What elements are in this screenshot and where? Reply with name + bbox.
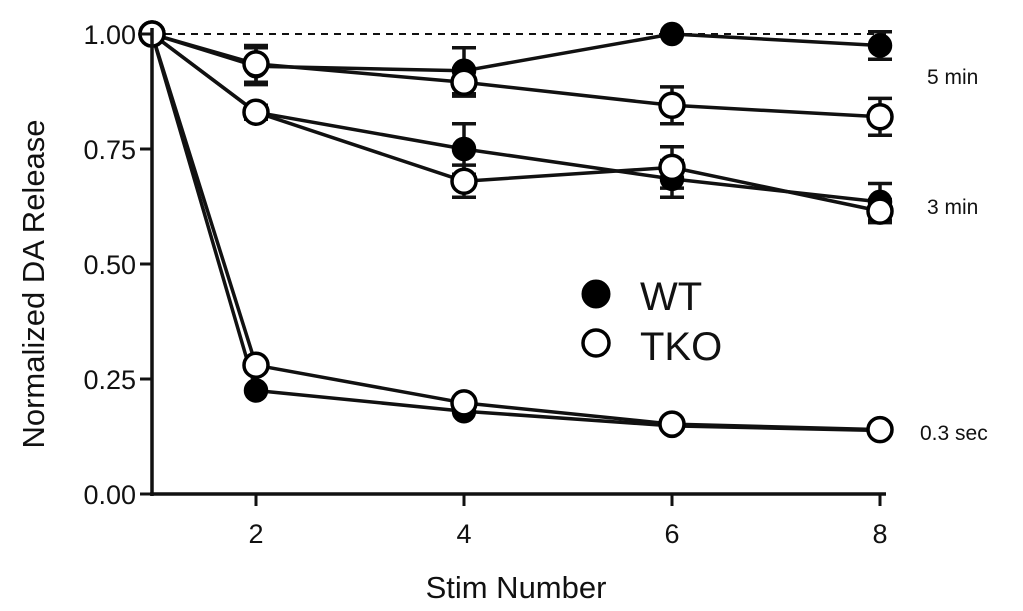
y-axis-label: Normalized DA Release — [16, 119, 51, 448]
data-point — [658, 410, 686, 438]
data-point — [867, 33, 893, 58]
data-point — [659, 21, 685, 47]
legend: WT TKO — [581, 275, 722, 369]
data-point — [866, 103, 894, 131]
y-tick-label: 0.25 — [83, 365, 136, 395]
legend-wt-label: WT — [640, 275, 702, 319]
data-point — [450, 68, 478, 97]
markers-tko-0-3-sec — [138, 20, 894, 444]
x-tick-label: 8 — [872, 519, 887, 549]
x-axis-label: Stim Number — [426, 570, 607, 605]
data-point — [658, 91, 686, 120]
interval-label-5-min: 5 min — [927, 66, 978, 89]
data-point — [658, 153, 686, 182]
data-point — [451, 136, 477, 162]
data-point — [242, 98, 270, 126]
legend-tko-label: TKO — [640, 325, 722, 369]
data-point — [866, 197, 894, 225]
y-tick-label: 1.00 — [83, 20, 136, 50]
data-point — [450, 389, 478, 417]
data-point — [450, 167, 478, 195]
legend-tko-marker — [581, 328, 611, 358]
interval-label-3-min: 3 min — [927, 196, 978, 219]
data-point — [242, 351, 270, 379]
series-layer — [138, 20, 894, 444]
x-axis-ticks: 2 4 6 8 — [248, 494, 888, 549]
x-tick-label: 2 — [248, 519, 263, 549]
y-axis-ticks: 0.00 0.25 0.50 0.75 1.00 — [83, 20, 152, 510]
legend-wt-marker — [581, 279, 611, 309]
x-tick-label: 4 — [456, 519, 471, 549]
y-tick-label: 0.50 — [83, 250, 136, 280]
data-point — [242, 50, 270, 78]
y-tick-label: 0.75 — [83, 135, 136, 165]
y-tick-label: 0.00 — [83, 480, 136, 510]
data-point — [243, 378, 269, 403]
x-tick-label: 6 — [664, 519, 679, 549]
data-point — [866, 415, 894, 444]
interval-label-0-3-sec: 0.3 sec — [920, 422, 988, 445]
